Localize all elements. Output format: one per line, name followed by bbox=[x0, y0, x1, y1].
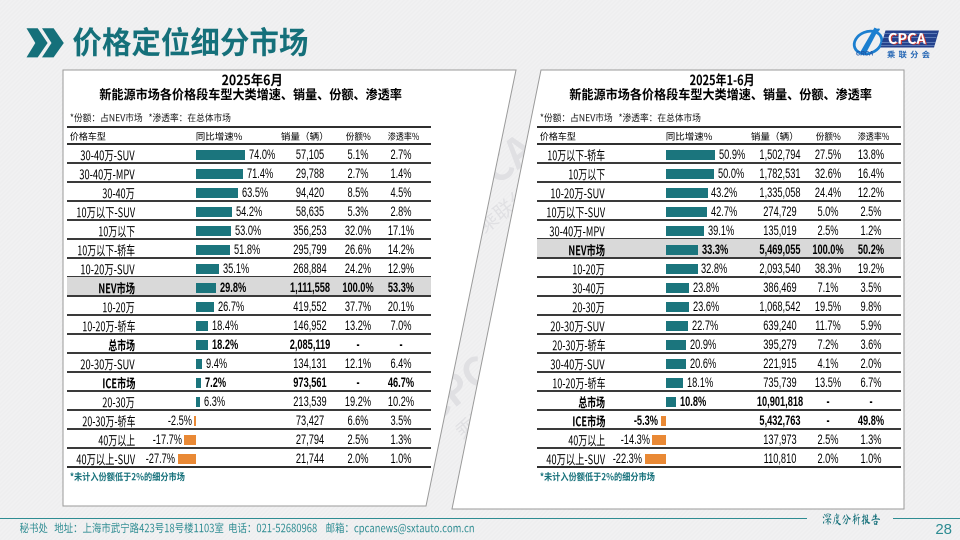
svg-text:CRCA: CRCA bbox=[856, 52, 873, 58]
